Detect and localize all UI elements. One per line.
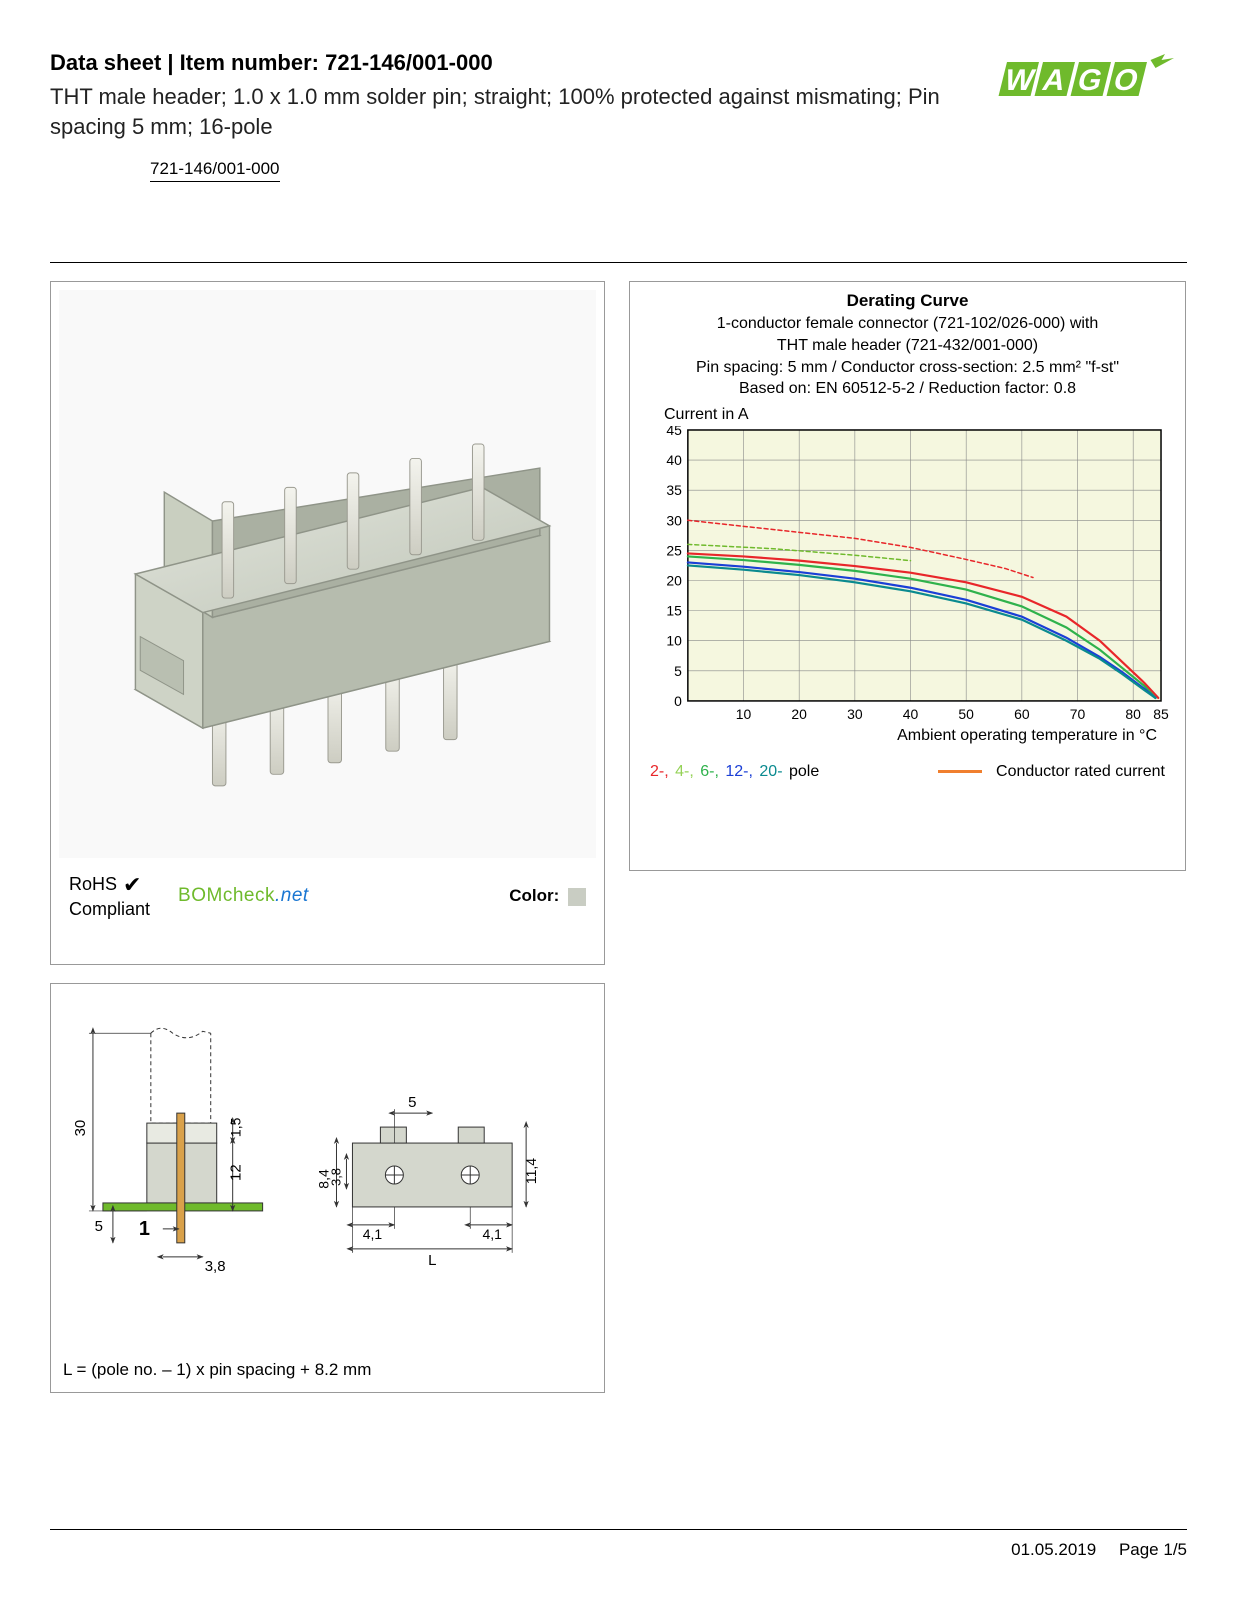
svg-text:5: 5 bbox=[95, 1218, 103, 1235]
svg-text:3,8: 3,8 bbox=[205, 1258, 226, 1275]
item-number: 721-146/001-000 bbox=[325, 50, 493, 75]
dimensions-panel: 3051121,53,858,43,811,44,14,1L L = (pole… bbox=[50, 983, 605, 1393]
svg-text:20: 20 bbox=[791, 706, 807, 722]
legend-conductor-label: Conductor rated current bbox=[996, 763, 1165, 781]
datasheet-description: THT male header; 1.0 x 1.0 mm solder pin… bbox=[50, 82, 957, 141]
svg-text:30: 30 bbox=[847, 706, 863, 722]
compliant-label: Compliant bbox=[69, 899, 150, 919]
svg-text:85: 85 bbox=[1153, 706, 1169, 722]
footer: 01.05.2019 Page 1/5 bbox=[50, 1529, 1187, 1560]
svg-text:35: 35 bbox=[666, 482, 682, 498]
svg-text:30: 30 bbox=[666, 512, 682, 528]
chart-ylabel: Current in A bbox=[664, 406, 1169, 424]
svg-text:0: 0 bbox=[674, 693, 682, 709]
svg-text:45: 45 bbox=[666, 426, 682, 438]
chart-subtitle-3: Pin spacing: 5 mm / Conductor cross-sect… bbox=[646, 357, 1169, 379]
svg-text:20: 20 bbox=[666, 572, 682, 588]
svg-text:L: L bbox=[428, 1252, 436, 1269]
rohs-compliant: RoHS ✔ Compliant bbox=[69, 872, 150, 920]
chart-title: Derating Curve bbox=[646, 290, 1169, 313]
bomcheck-text: BOMcheck bbox=[178, 885, 275, 906]
legend-line-icon bbox=[938, 770, 982, 773]
svg-text:10: 10 bbox=[736, 706, 752, 722]
legend-conductor: Conductor rated current bbox=[938, 763, 1165, 781]
color-label: Color: bbox=[509, 886, 586, 906]
derating-chart: 0 5 10 15 20 25 30 35 40 45 10 20 30 40 50 60 70 80 85 bbox=[646, 426, 1169, 725]
svg-text:5: 5 bbox=[674, 662, 682, 678]
bomcheck-logo: BOMcheck.net bbox=[178, 885, 309, 907]
compliance-row: RoHS ✔ Compliant BOMcheck.net Color: bbox=[59, 858, 596, 956]
wago-logo: W A G O bbox=[987, 50, 1187, 109]
check-icon: ✔ bbox=[123, 872, 141, 897]
svg-text:10: 10 bbox=[666, 632, 682, 648]
svg-text:40: 40 bbox=[903, 706, 919, 722]
header: Data sheet | Item number: 721-146/001-00… bbox=[50, 50, 1187, 182]
svg-text:70: 70 bbox=[1070, 706, 1086, 722]
svg-text:25: 25 bbox=[666, 542, 682, 558]
derating-chart-panel: Derating Curve 1-conductor female connec… bbox=[629, 281, 1186, 871]
svg-text:4,1: 4,1 bbox=[363, 1226, 383, 1242]
product-rendering bbox=[59, 290, 596, 858]
bomcheck-suffix: .net bbox=[275, 885, 309, 906]
length-formula: L = (pole no. – 1) x pin spacing + 8.2 m… bbox=[63, 1350, 592, 1380]
svg-text:12: 12 bbox=[228, 1165, 245, 1182]
color-text: Color: bbox=[509, 886, 559, 905]
chart-subtitle-1: 1-conductor female connector (721-102/02… bbox=[646, 313, 1169, 335]
svg-text:60: 60 bbox=[1014, 706, 1030, 722]
chart-subtitle-4: Based on: EN 60512-5-2 / Reduction facto… bbox=[646, 378, 1169, 400]
datasheet-title: Data sheet | Item number: 721-146/001-00… bbox=[50, 50, 957, 76]
item-link[interactable]: 721-146/001-000 bbox=[150, 159, 280, 182]
svg-text:50: 50 bbox=[958, 706, 974, 722]
chart-title-block: Derating Curve 1-conductor female connec… bbox=[646, 290, 1169, 399]
svg-text:80: 80 bbox=[1125, 706, 1141, 722]
rohs-label: RoHS bbox=[69, 874, 117, 894]
svg-text:15: 15 bbox=[666, 602, 682, 618]
chart-legend: 2-, 4-, 6-, 12-, 20- pole Conductor rate… bbox=[646, 763, 1169, 781]
svg-text:5: 5 bbox=[408, 1094, 416, 1111]
svg-text:40: 40 bbox=[666, 452, 682, 468]
footer-divider bbox=[50, 1529, 1187, 1530]
footer-page: Page 1/5 bbox=[1119, 1540, 1187, 1559]
dimensions-drawing: 3051121,53,858,43,811,44,14,1L bbox=[63, 996, 592, 1350]
svg-text:1,5: 1,5 bbox=[228, 1118, 244, 1138]
footer-date: 01.05.2019 bbox=[1011, 1540, 1096, 1559]
header-divider bbox=[50, 262, 1187, 263]
product-image-panel: RoHS ✔ Compliant BOMcheck.net Color: bbox=[50, 281, 605, 965]
svg-text:4,1: 4,1 bbox=[482, 1226, 502, 1242]
chart-xlabel: Ambient operating temperature in °C bbox=[646, 727, 1157, 745]
svg-text:11,4: 11,4 bbox=[523, 1158, 539, 1184]
chart-subtitle-2: THT male header (721-432/001-000) bbox=[646, 335, 1169, 357]
svg-text:3,8: 3,8 bbox=[328, 1168, 343, 1186]
svg-text:30: 30 bbox=[72, 1120, 89, 1137]
svg-text:1: 1 bbox=[139, 1218, 150, 1240]
color-swatch bbox=[568, 888, 586, 906]
legend-poles: 2-, 4-, 6-, 12-, 20- pole bbox=[650, 763, 821, 781]
title-prefix: Data sheet | Item number: bbox=[50, 50, 325, 75]
